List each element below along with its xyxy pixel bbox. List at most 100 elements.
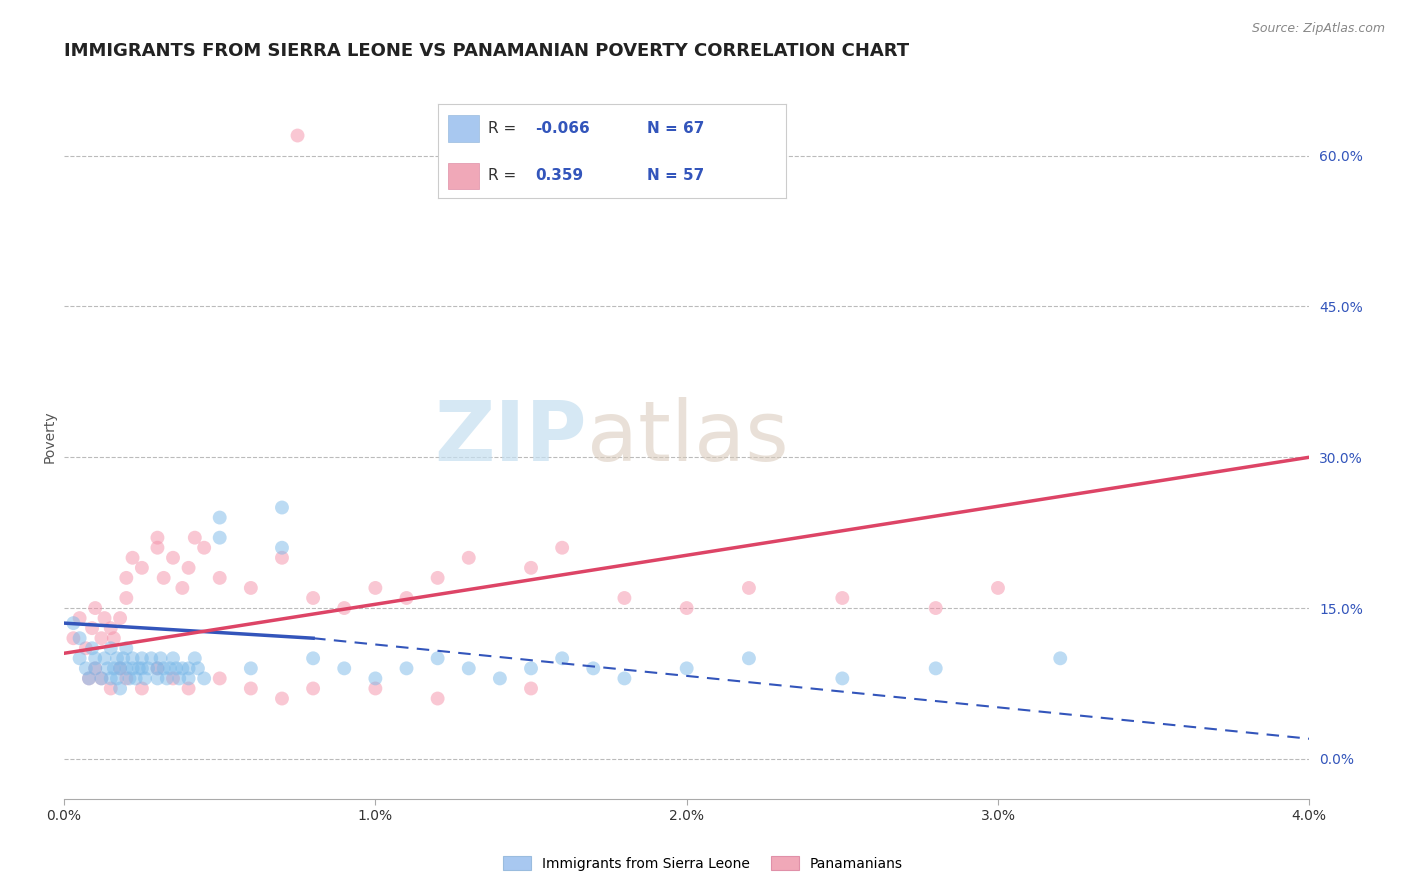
Point [208,571,231,585]
Point [675,661,697,675]
Point [131,681,153,696]
Point [184,531,207,545]
Point [208,672,231,686]
Point [103,631,125,645]
Point [162,651,184,665]
Point [90,672,112,686]
Point [75,641,97,656]
Point [1049,651,1071,665]
Point [146,661,169,675]
Point [84,661,107,675]
Point [675,601,697,615]
Point [177,561,200,575]
Point [108,661,131,675]
Point [136,661,159,675]
Point [271,550,294,565]
Point [112,651,135,665]
Point [520,561,543,575]
Point [551,541,574,555]
Text: Source: ZipAtlas.com: Source: ZipAtlas.com [1251,22,1385,36]
Point [105,651,128,665]
Point [302,651,325,665]
Point [520,661,543,675]
Point [121,661,143,675]
Point [77,672,100,686]
Point [426,571,449,585]
Point [193,672,215,686]
Point [551,651,574,665]
Point [831,672,853,686]
Point [239,681,262,696]
Point [131,561,153,575]
Point [108,611,131,625]
Point [115,641,138,656]
Point [239,581,262,595]
Point [84,661,107,675]
Point [159,661,181,675]
Point [208,510,231,524]
Point [69,651,91,665]
Point [69,631,91,645]
Point [271,691,294,706]
Point [62,616,84,631]
Point [395,661,418,675]
Point [115,571,138,585]
Point [738,581,761,595]
Point [162,672,184,686]
Point [271,500,294,515]
Point [134,672,156,686]
Point [738,651,761,665]
Point [162,550,184,565]
Point [613,591,636,605]
Point [128,661,150,675]
Point [152,661,174,675]
Point [146,672,169,686]
Point [302,591,325,605]
Point [108,661,131,675]
Text: ZIP: ZIP [434,397,588,477]
Point [121,550,143,565]
Point [77,672,100,686]
Point [146,541,169,555]
Point [152,571,174,585]
Point [100,672,122,686]
Point [187,661,209,675]
Point [239,661,262,675]
Point [457,661,479,675]
Point [177,681,200,696]
Point [131,661,153,675]
Point [333,601,356,615]
Point [100,641,122,656]
Point [90,672,112,686]
Point [457,550,479,565]
Point [287,128,309,143]
Point [115,591,138,605]
Point [302,681,325,696]
Point [84,651,107,665]
Point [184,651,207,665]
Point [149,651,172,665]
Point [75,661,97,675]
Point [925,601,948,615]
Point [141,651,163,665]
Point [100,681,122,696]
Point [167,672,190,686]
Point [489,672,512,686]
Point [105,672,128,686]
Point [364,672,387,686]
Text: atlas: atlas [588,397,789,477]
Point [124,672,146,686]
Point [146,531,169,545]
Point [146,661,169,675]
Legend: Immigrants from Sierra Leone, Panamanians: Immigrants from Sierra Leone, Panamanian… [498,850,908,876]
Point [613,672,636,686]
Point [271,541,294,555]
Point [80,621,103,635]
Point [90,631,112,645]
Point [103,661,125,675]
Point [364,581,387,595]
Point [925,661,948,675]
Point [121,651,143,665]
Point [395,591,418,605]
Point [62,631,84,645]
